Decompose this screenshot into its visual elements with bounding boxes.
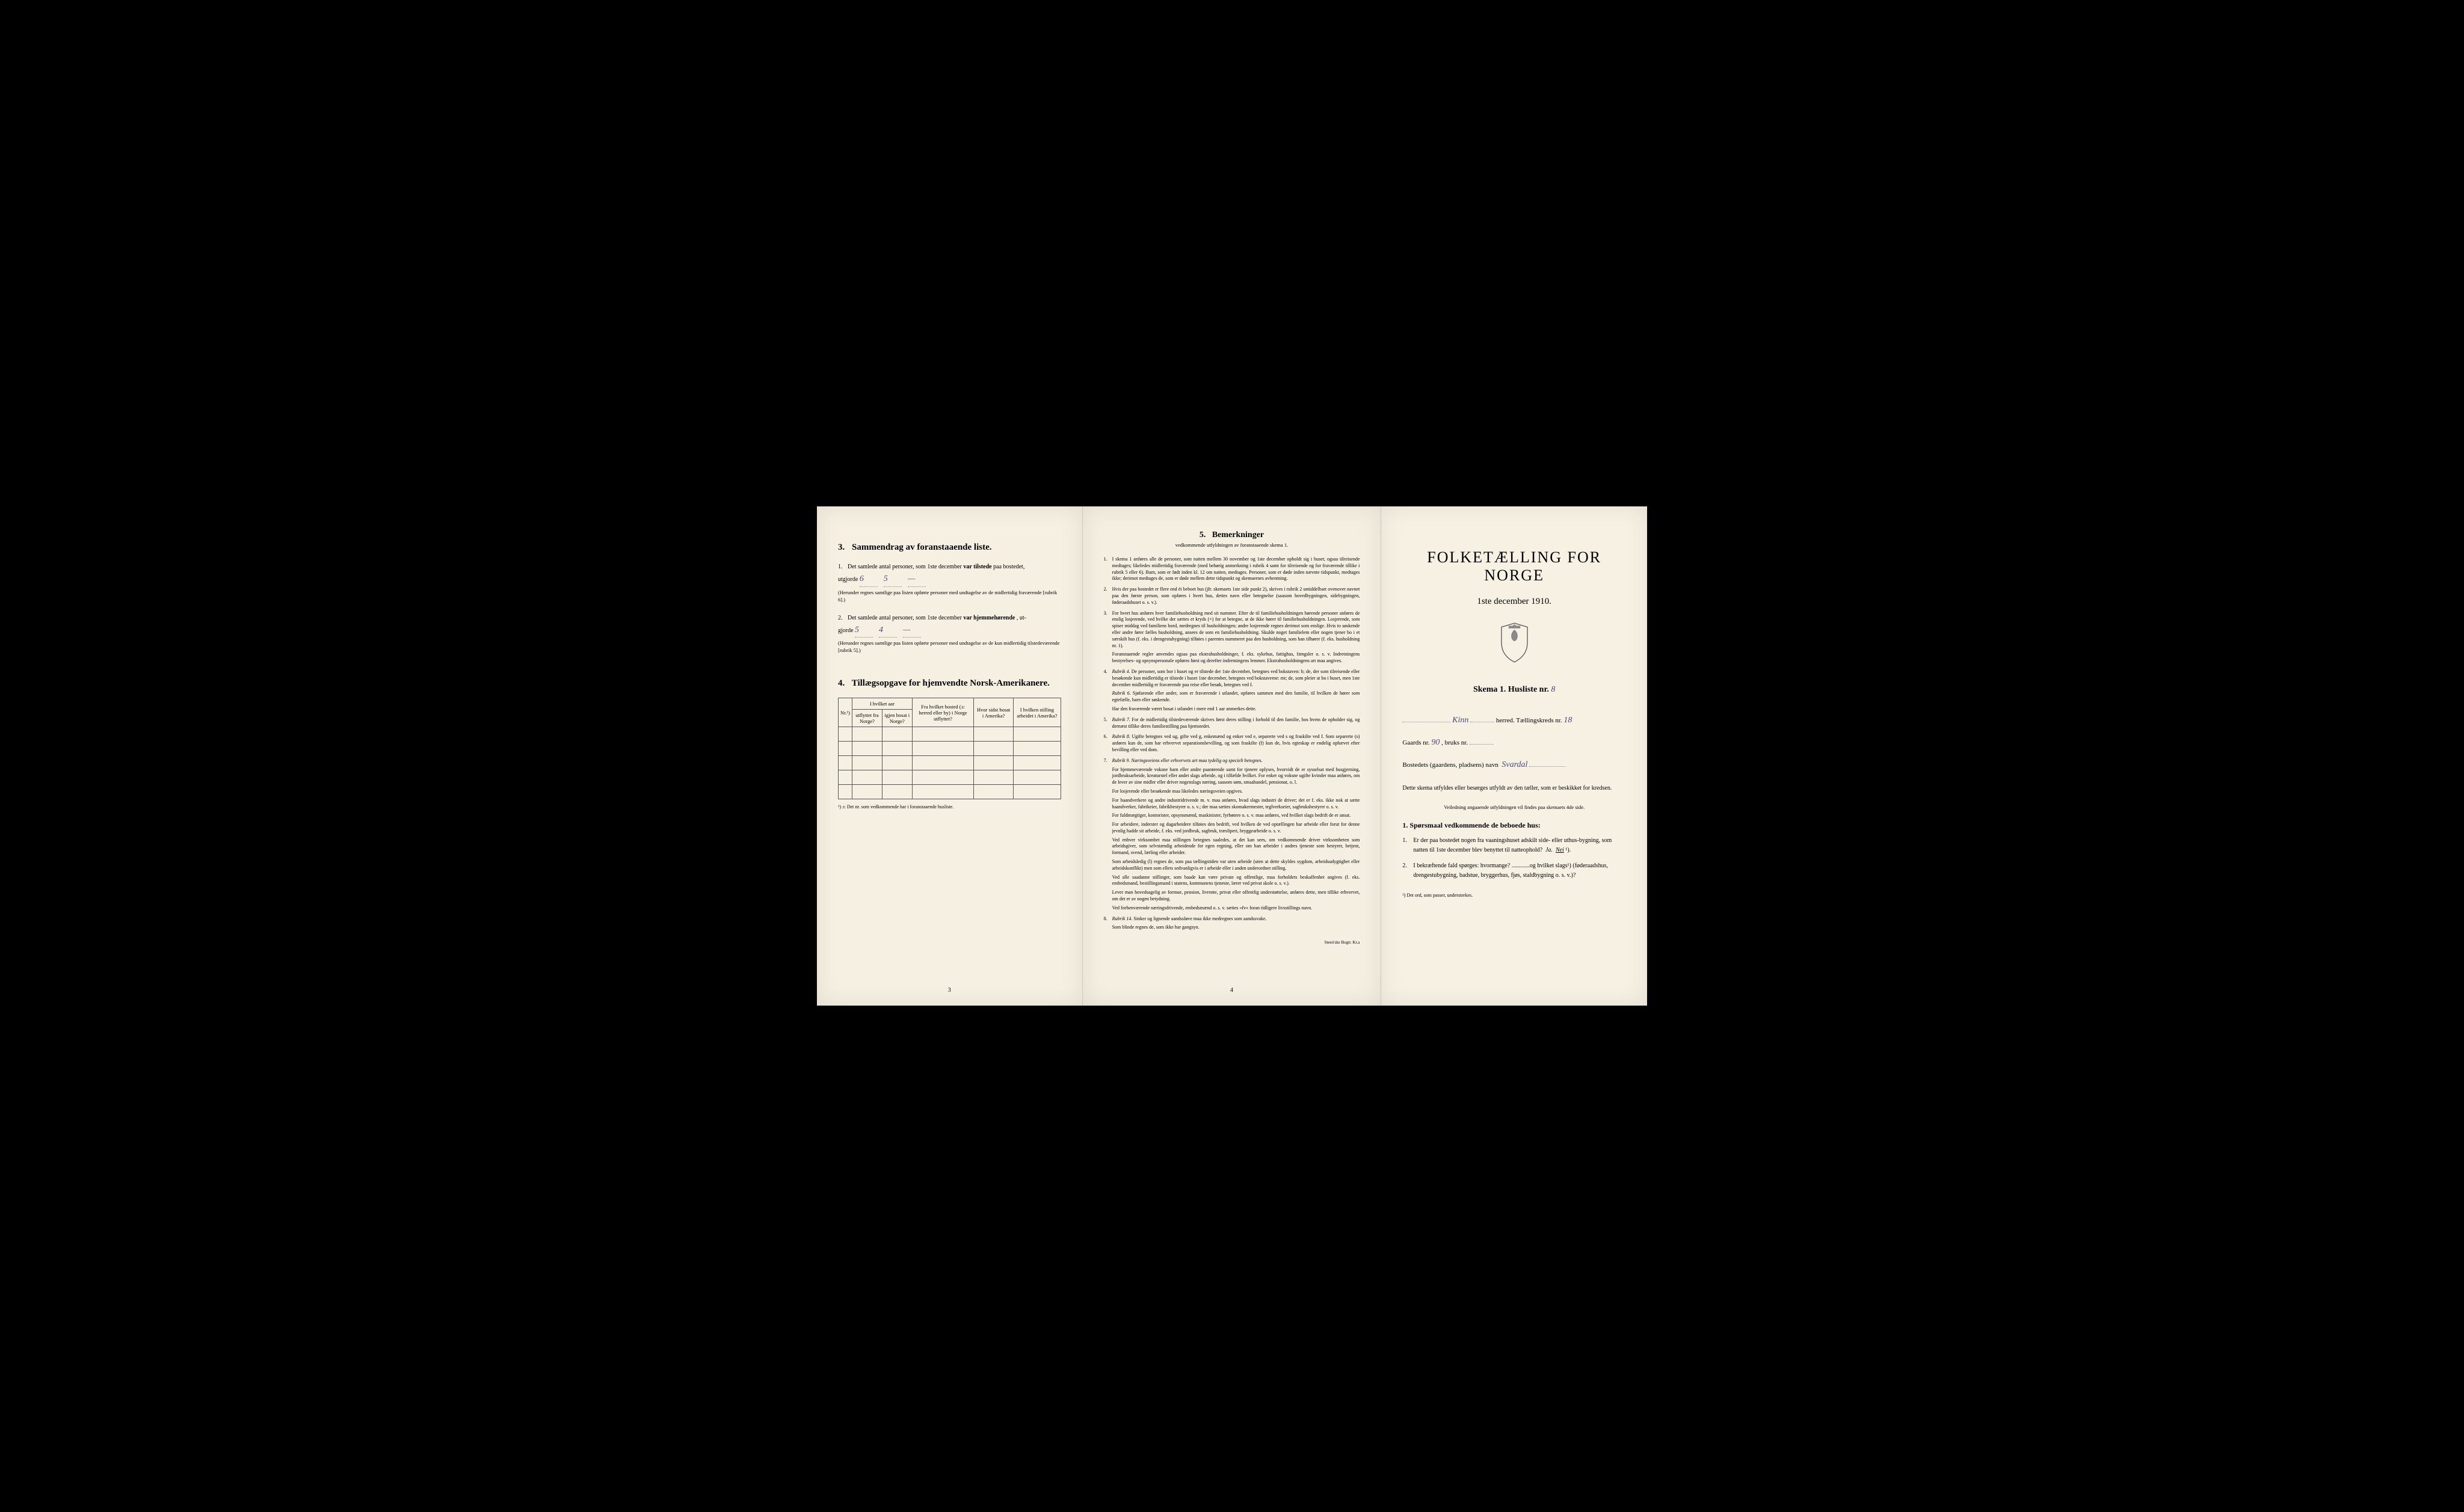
- item-1-number: 1.: [838, 564, 843, 570]
- item-1-value-2: 5: [884, 572, 902, 587]
- item-2-line2: gjorde: [838, 627, 854, 634]
- bruks-label: , bruks nr.: [1441, 739, 1468, 746]
- table-row: [839, 785, 1061, 799]
- remark-8: 8. Rubrik 14. Sinker og lignende aandssl…: [1104, 916, 1360, 932]
- summary-item-1: 1. Det samlede antal personer, som 1ste …: [838, 562, 1061, 604]
- remark-2: 2.Hvis der paa bostedet er flere end ét …: [1104, 586, 1360, 606]
- remark-1: 1.I skema 1 anføres alle de personer, so…: [1104, 556, 1360, 582]
- gaards-label: Gaards nr.: [1402, 739, 1429, 746]
- item-1-bold: var tilstede: [963, 564, 991, 570]
- herred-label: herred. Tællingskreds nr.: [1496, 717, 1562, 724]
- remarks-subtitle: vedkommende utfyldningen av foranstaaend…: [1104, 542, 1360, 548]
- page-3: 3. Sammendrag av foranstaaende liste. 1.…: [817, 506, 1083, 1006]
- table-footnote: ¹) ɔ: Det nr. som vedkommende har i fora…: [838, 804, 1061, 810]
- page-number-3: 3: [948, 987, 951, 994]
- question-1: 1. Er der paa bostedet nogen fra vaaning…: [1402, 836, 1626, 855]
- instructions: Dette skema utfyldes eller besørges utfy…: [1402, 784, 1626, 793]
- q1-number: 1.: [1402, 836, 1407, 846]
- th-where: Hvor sidst bosat i Amerika?: [974, 698, 1014, 727]
- th-nr: Nr.¹): [839, 698, 852, 727]
- item-1-value-3: —: [908, 572, 926, 587]
- herred-value: Kinn: [1452, 716, 1468, 725]
- q1-text: Er der paa bostedet nogen fra vaaningshu…: [1413, 837, 1612, 853]
- husliste-nr: 8: [1551, 685, 1555, 694]
- q2-number: 2.: [1402, 861, 1407, 871]
- remarks-list: 1.I skema 1 anføres alle de personer, so…: [1104, 556, 1360, 931]
- table-row: [839, 727, 1061, 742]
- remarks-title: Bemerkninger: [1212, 530, 1264, 539]
- item-1-value-1: 6: [860, 572, 878, 587]
- document-spread: 3. Sammendrag av foranstaaende liste. 1.…: [817, 506, 1647, 1006]
- section-3-number: 3.: [838, 542, 845, 553]
- section-1-number: 1.: [1402, 821, 1408, 829]
- item-1-line2: utgjorde: [838, 576, 858, 583]
- item-1-note: (Herunder regnes samtlige paa listen opf…: [838, 589, 1061, 604]
- herred-field: Kinn herred. Tællingskreds nr. 18: [1402, 713, 1626, 728]
- section-3-heading: 3. Sammendrag av foranstaaende liste.: [838, 542, 1061, 553]
- remarks-heading: 5. Bemerkninger: [1104, 530, 1360, 540]
- remark-4: 4. Rubrik 4. De personer, som bor i huse…: [1104, 669, 1360, 713]
- bosted-label: Bostedets (gaardens, pladsens) navn: [1402, 761, 1498, 769]
- page1-footnote: ¹) Det ord, som passer, understrekes.: [1402, 893, 1626, 898]
- item-1-text-a: Det samlede antal personer, som 1ste dec…: [848, 564, 963, 570]
- kreds-value: 18: [1563, 716, 1572, 725]
- q1-sup: ¹).: [1565, 847, 1571, 853]
- coat-of-arms-icon: [1402, 622, 1626, 667]
- item-2-text-a: Det samlede antal personer, som 1ste dec…: [848, 615, 963, 621]
- th-emigrated: utflyttet fra Norge?: [852, 710, 882, 727]
- page-4: 5. Bemerkninger vedkommende utfyldningen…: [1083, 506, 1382, 1006]
- table-row: [839, 770, 1061, 785]
- item-2-text-b: , ut-: [1017, 615, 1026, 621]
- remark-7: 7. Rubrik 9. Næringsveiens eller erhverv…: [1104, 758, 1360, 912]
- instructions-small: Veiledning angaaende utfyldningen vil fi…: [1402, 804, 1626, 810]
- section-3-title: Sammendrag av foranstaaende liste.: [852, 542, 992, 552]
- census-date: 1ste december 1910.: [1402, 597, 1626, 607]
- census-title: FOLKETÆLLING FOR NORGE: [1402, 549, 1626, 585]
- question-2: 2. I bekræftende fald spørges: hvormange…: [1402, 861, 1626, 880]
- printer-mark: Steen'ske Bogtr. Kr.a: [1104, 940, 1360, 945]
- item-2-value-1: 5: [855, 623, 873, 638]
- summary-item-2: 2. Det samlede antal personer, som 1ste …: [838, 613, 1061, 655]
- table-row: [839, 742, 1061, 756]
- emigrant-table: Nr.¹) I hvilket aar Fra hvilket bosted (…: [838, 698, 1061, 799]
- skema-label: Skema 1. Husliste nr.: [1473, 685, 1549, 694]
- table-row: [839, 756, 1061, 770]
- skema-line: Skema 1. Husliste nr. 8: [1402, 685, 1626, 695]
- gaards-field: Gaards nr. 90 , bruks nr.: [1402, 735, 1626, 750]
- item-2-note: (Herunder regnes samtlige paa listen opf…: [838, 640, 1061, 654]
- th-from: Fra hvilket bosted (ɔ: herred eller by) …: [912, 698, 973, 727]
- remark-6: 6. Rubrik 8. Ugifte betegnes ved ug, gif…: [1104, 734, 1360, 753]
- bosted-field: Bostedets (gaardens, pladsens) navn Svar…: [1402, 757, 1626, 772]
- remarks-number: 5.: [1200, 530, 1206, 539]
- bosted-value: Svardal: [1502, 760, 1527, 769]
- page-number-4: 4: [1230, 987, 1233, 994]
- remark-3: 3. For hvert hus anføres hver familiehus…: [1104, 610, 1360, 665]
- th-year-group: I hvilket aar: [852, 698, 913, 710]
- section-1-title: Spørsmaal vedkommende de beboede hus:: [1409, 821, 1540, 829]
- item-2-number: 2.: [838, 615, 843, 621]
- item-1-text-b: paa bostedet,: [993, 564, 1024, 570]
- page-1-cover: FOLKETÆLLING FOR NORGE 1ste december 191…: [1381, 506, 1647, 1006]
- item-2-value-3: —: [903, 623, 921, 638]
- gaards-value: 90: [1431, 738, 1440, 747]
- q1-nei: Nei: [1556, 847, 1564, 853]
- item-2-value-2: 4: [879, 623, 897, 638]
- q2-text: I bekræftende fald spørges: hvormange? .…: [1413, 862, 1608, 879]
- section-4-title: Tillægsopgave for hjemvendte Norsk-Ameri…: [852, 678, 1050, 688]
- q1-ja: Ja.: [1545, 847, 1553, 853]
- section-4-heading: 4. Tillægsopgave for hjemvendte Norsk-Am…: [838, 678, 1061, 689]
- section-1-heading: 1. Spørsmaal vedkommende de beboede hus:: [1402, 821, 1626, 830]
- section-4-number: 4.: [838, 678, 845, 689]
- th-returned: igjen bosat i Norge?: [882, 710, 912, 727]
- th-position: I hvilken stilling arbeidet i Amerika?: [1014, 698, 1061, 727]
- remark-5: 5. Rubrik 7. For de midlertidig tilstede…: [1104, 717, 1360, 730]
- item-2-bold: var hjemmehørende: [963, 615, 1015, 621]
